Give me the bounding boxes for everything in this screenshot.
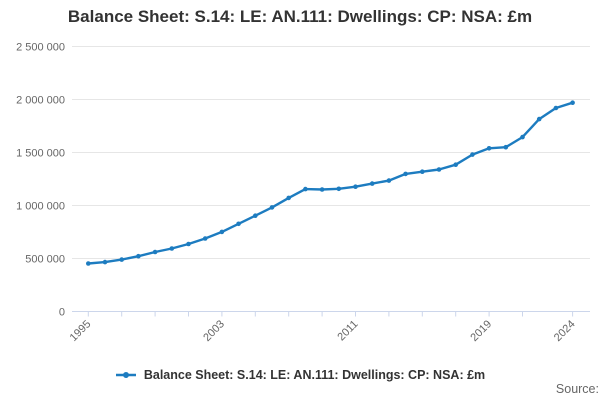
legend-line-marker-icon xyxy=(115,372,136,378)
data-point-marker xyxy=(420,169,425,174)
data-point-marker xyxy=(369,181,375,186)
data-point-marker xyxy=(503,144,509,150)
data-point-marker xyxy=(353,184,358,189)
data-point-marker xyxy=(286,195,292,201)
data-point-marker xyxy=(403,171,408,177)
y-tick-label: 2 000 000 xyxy=(16,95,65,107)
y-tick-label: 2 500 000 xyxy=(16,42,65,54)
legend-series-label: Balance Sheet: S.14: LE: AN.111: Dwellin… xyxy=(143,368,486,382)
data-point-marker xyxy=(303,186,308,192)
data-point-marker xyxy=(119,257,124,262)
x-tick-label: 2003 xyxy=(201,318,227,344)
series-line xyxy=(87,101,574,265)
y-tick-label: 500 000 xyxy=(25,254,65,266)
data-point-marker xyxy=(453,162,459,167)
line-chart-plot-area: 0 500 000 1 000 000 1 500 000 2 000 000 2 500… xyxy=(16,42,590,344)
data-point-marker xyxy=(386,178,392,183)
x-tick-label: 2011 xyxy=(335,318,360,343)
data-point-marker xyxy=(86,261,91,266)
data-point-marker xyxy=(536,116,542,122)
x-tick-label: 2019 xyxy=(468,318,494,344)
data-point-marker xyxy=(253,213,258,218)
data-point-marker xyxy=(319,187,325,192)
y-tick-label: 0 xyxy=(59,307,65,319)
data-point-marker xyxy=(169,246,175,251)
data-point-marker xyxy=(436,167,442,172)
data-point-marker xyxy=(520,134,525,140)
data-point-marker xyxy=(570,100,575,105)
legend-item[interactable]: Balance Sheet: S.14: LE: AN.111: Dwellin… xyxy=(0,366,600,384)
data-point-marker xyxy=(269,205,275,210)
x-tick-label: 2024 xyxy=(552,318,578,344)
data-point-marker xyxy=(186,241,191,247)
data-point-marker xyxy=(336,186,342,192)
data-point-marker xyxy=(486,146,492,151)
data-point-marker xyxy=(202,236,208,241)
data-point-marker xyxy=(553,105,559,111)
data-point-marker xyxy=(236,221,241,227)
source-label: Source: xyxy=(555,382,599,396)
data-point-marker xyxy=(219,229,225,235)
y-tick-label: 1 500 000 xyxy=(16,148,65,160)
data-point-marker xyxy=(102,259,108,265)
data-point-marker xyxy=(152,249,158,255)
chart-title: Balance Sheet: S.14: LE: AN.111: Dwellin… xyxy=(67,7,533,26)
data-point-marker xyxy=(136,253,141,259)
y-tick-label: 1 000 000 xyxy=(16,201,65,213)
x-tick-label: 1995 xyxy=(68,318,94,344)
data-point-marker xyxy=(470,152,475,157)
